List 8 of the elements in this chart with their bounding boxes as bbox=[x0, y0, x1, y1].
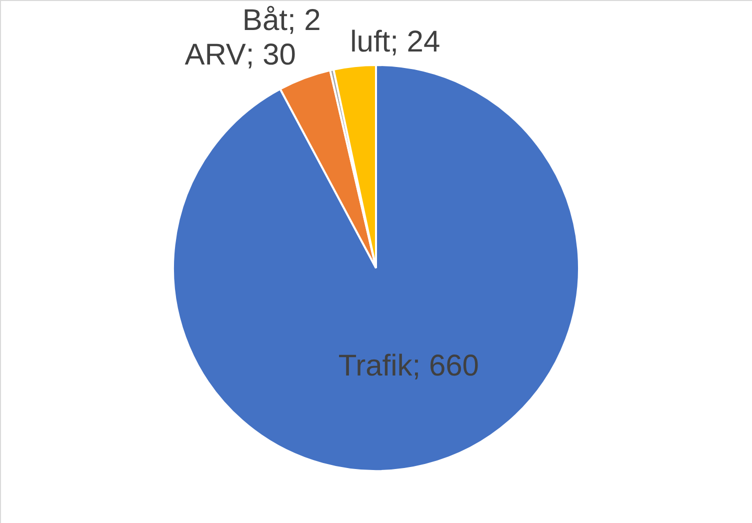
slice-label: ARV bbox=[184, 38, 246, 72]
data-label: ; 2 bbox=[287, 4, 321, 38]
data-label: ; 24 bbox=[390, 25, 440, 58]
data-label: ; 30 bbox=[246, 38, 296, 72]
slice-label: Trafik bbox=[338, 349, 414, 382]
slice-label: luft bbox=[350, 25, 391, 58]
data-label: ; 660 bbox=[412, 349, 480, 382]
slice-label: Båt bbox=[242, 4, 288, 38]
